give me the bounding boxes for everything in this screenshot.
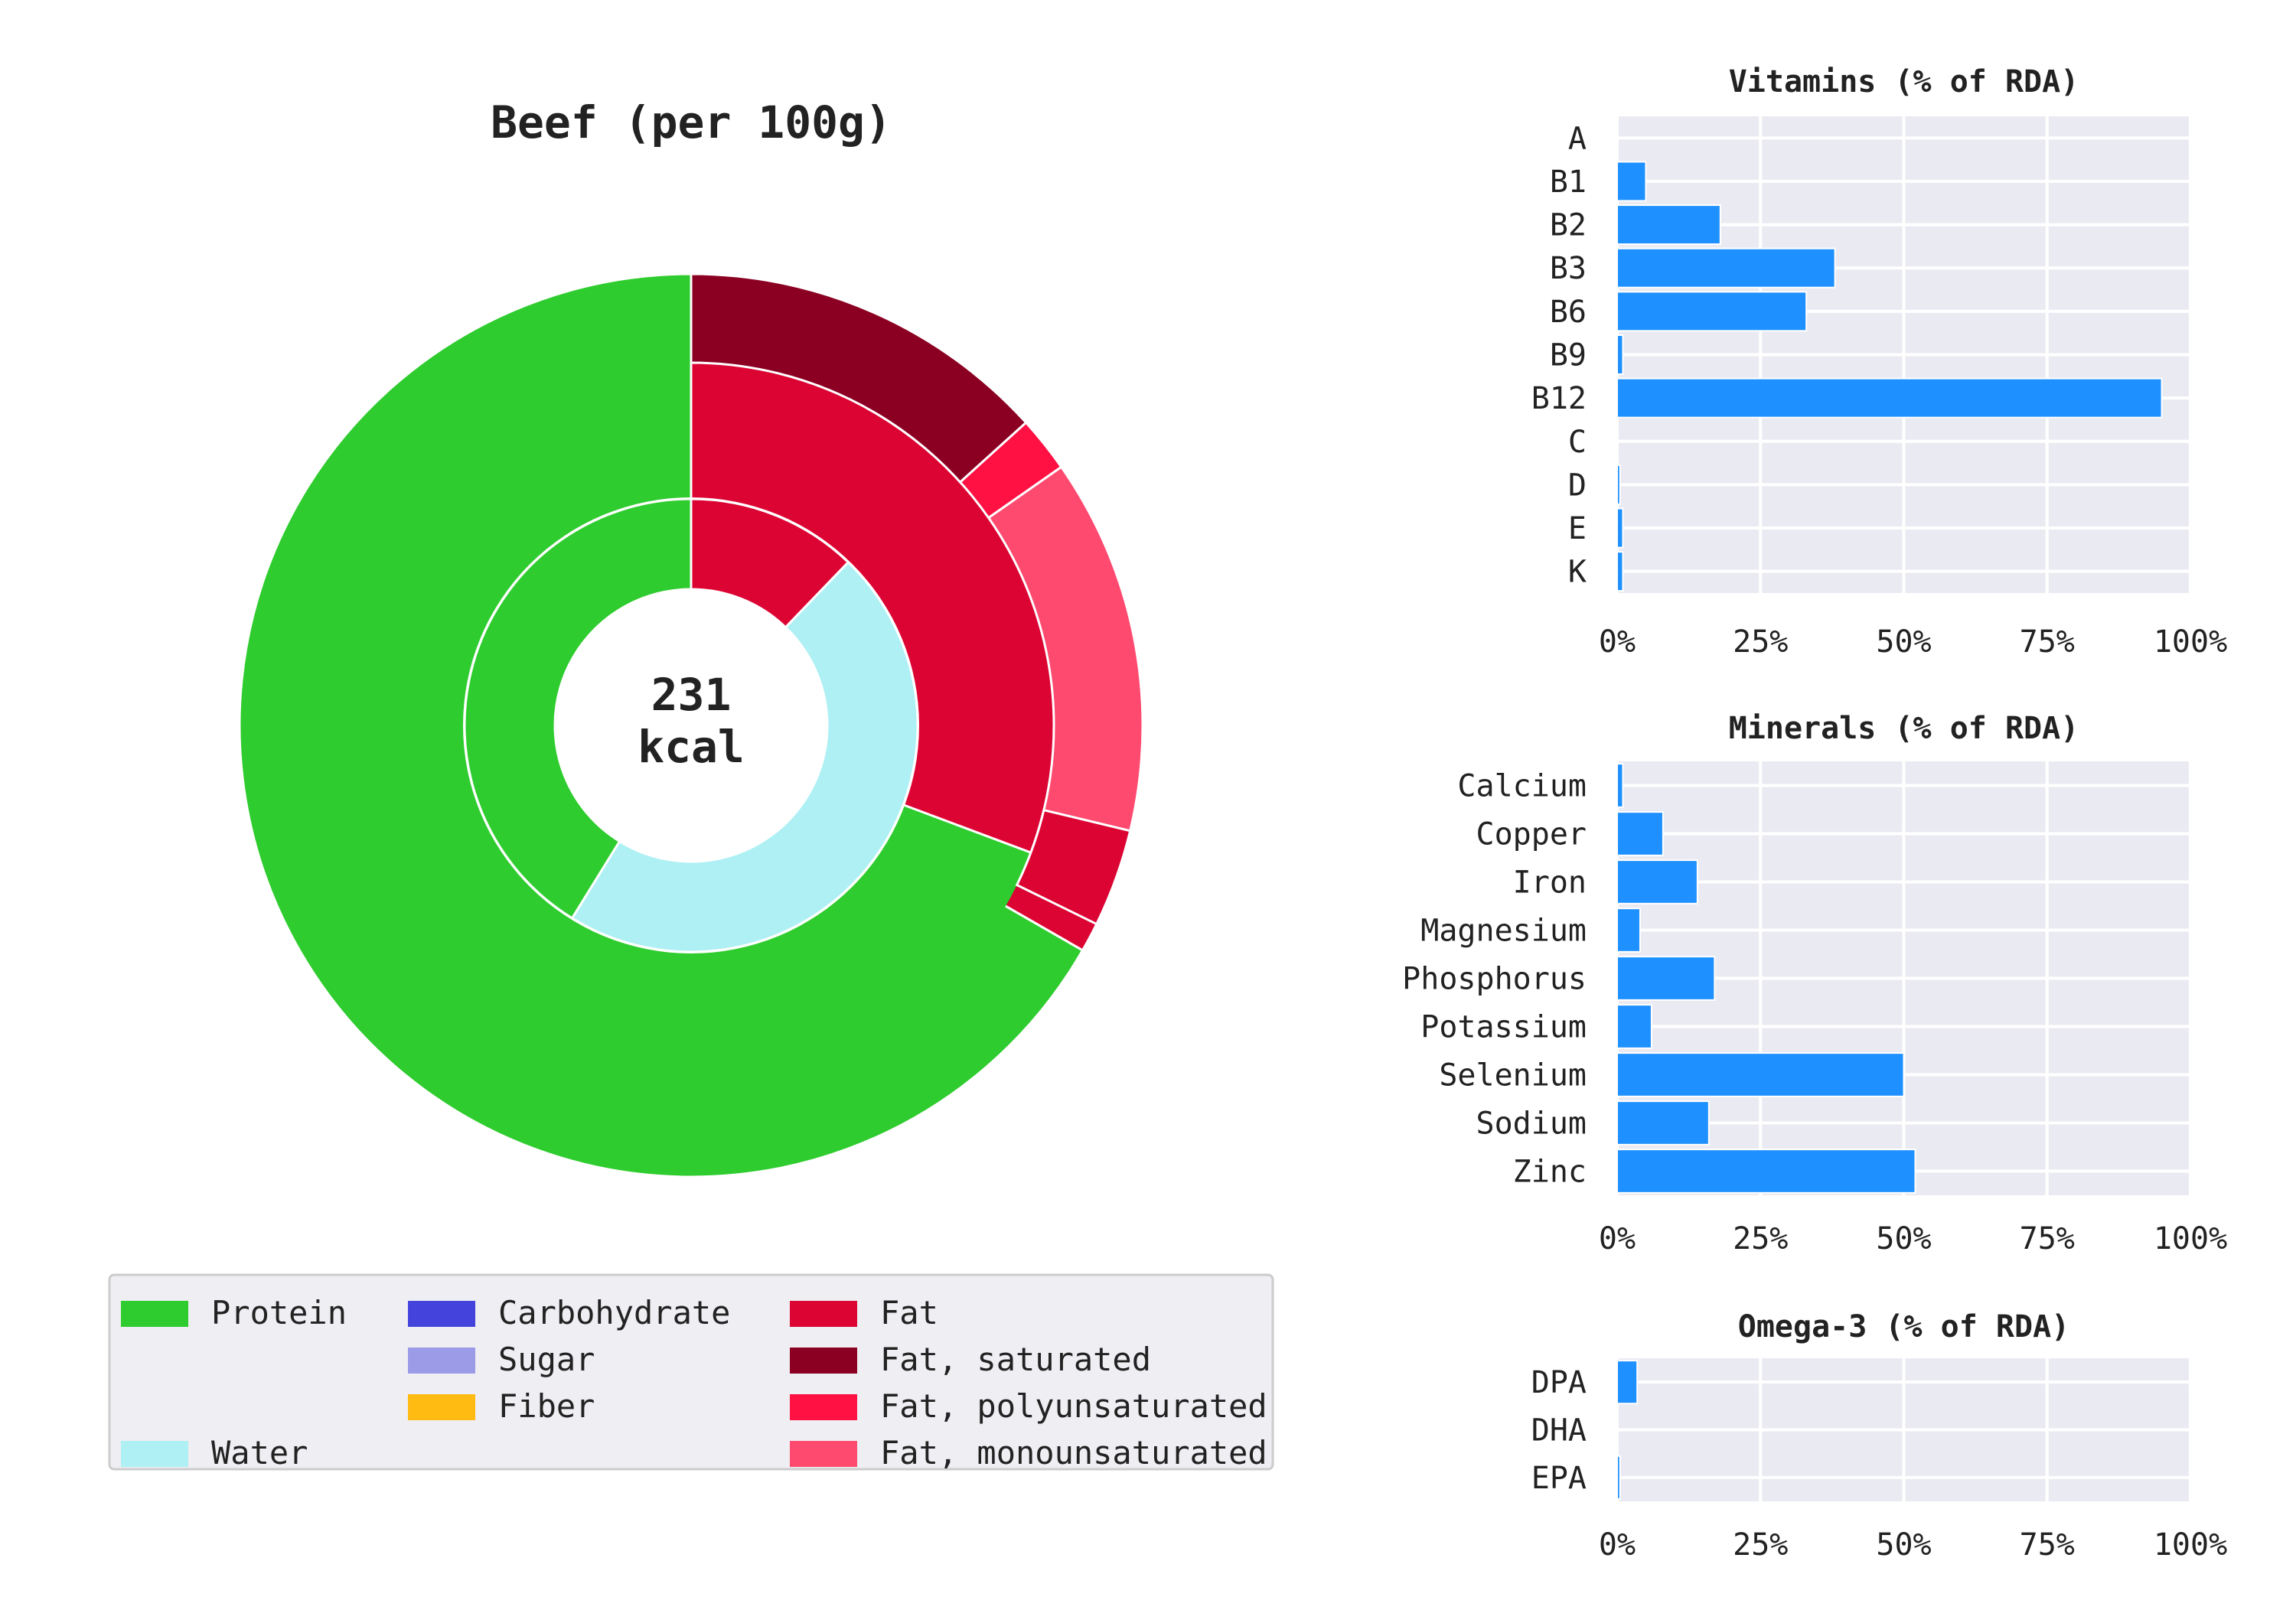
omega-3-category-label-epa: EPA (1531, 1461, 1587, 1496)
minerals-bar-zinc (1616, 1149, 1916, 1194)
omega-3-chart-title: Omega-3 (% of RDA) (1738, 1309, 2069, 1344)
legend-box (108, 1273, 1274, 1471)
minerals-category-label-selenium: Selenium (1439, 1058, 1587, 1093)
minerals-category-label-iron: Iron (1513, 865, 1587, 901)
vitamins-tick-label: 75% (2020, 624, 2075, 660)
minerals-category-label-copper: Copper (1476, 817, 1587, 852)
legend-label-fiber: Fiber (498, 1387, 595, 1425)
vitamins-category-label-b12: B12 (1531, 381, 1587, 416)
legend-label-fat-saturated: Fat, saturated (880, 1341, 1151, 1378)
minerals-category-label-zinc: Zinc (1513, 1155, 1587, 1190)
vitamins-bar-b9 (1616, 334, 1624, 375)
inner-slice-protein (463, 497, 693, 920)
legend-label-fat-polyunsaturated: Fat, polyunsaturated (880, 1387, 1267, 1425)
omega-3-category-label-dha: DHA (1531, 1413, 1587, 1449)
omega-3-bar-chart: Omega-3 (% of RDA) DPA DHA EPA 0% 25% 50% 75% 10… (1531, 1309, 2227, 1563)
omega-3-bar-epa (1616, 1455, 1621, 1500)
omega-3-bar-dpa (1616, 1360, 1639, 1405)
vitamins-tick-label: 100% (2154, 624, 2227, 660)
legend-label-fat-monounsaturated: Fat, monounsaturated (880, 1434, 1267, 1471)
legend-label-sugar: Sugar (498, 1341, 595, 1378)
minerals-category-label-potassium: Potassium (1420, 1010, 1587, 1045)
omega-3-tick-label: 75% (2020, 1527, 2075, 1563)
minerals-bar-phosphorus (1616, 956, 1716, 1001)
legend-label-carbohydrate: Carbohydrate (498, 1294, 730, 1331)
minerals-bar-iron (1616, 859, 1698, 904)
legend-swatch-fat (790, 1301, 857, 1327)
minerals-tick-label: 100% (2154, 1221, 2227, 1256)
vitamins-bar-b2 (1616, 204, 1721, 246)
minerals-bar-calcium (1616, 763, 1624, 808)
minerals-tick-label: 75% (2020, 1221, 2075, 1256)
minerals-bar-copper (1616, 811, 1664, 856)
legend-swatch-fat-polyunsaturated (790, 1394, 857, 1420)
minerals-tick-label: 50% (1876, 1221, 1931, 1256)
vitamins-category-label-b6: B6 (1550, 295, 1587, 330)
donut-legend: Protein Water Carbohydrate Sugar Fiber Fat Fat… (108, 1273, 1274, 1471)
vitamins-bar-b1 (1616, 161, 1647, 202)
vitamins-bar-b12 (1616, 377, 2163, 419)
vitamins-bar-b6 (1616, 291, 1808, 332)
omega-3-tick-label: 50% (1876, 1527, 1931, 1563)
legend-swatch-fat-saturated (790, 1348, 857, 1374)
omega-3-category-label-dpa: DPA (1531, 1365, 1587, 1400)
minerals-bar-potassium (1616, 1004, 1652, 1049)
legend-swatch-fiber (408, 1394, 475, 1420)
omega-3-tick-label: 25% (1733, 1527, 1788, 1563)
vitamins-category-label-c: C (1568, 425, 1587, 460)
inner-slice-water (570, 560, 919, 953)
vitamins-category-label-b2: B2 (1550, 208, 1587, 243)
donut-chart: Beef (per 100g) 231 kcal (238, 96, 1144, 1178)
vitamins-category-label-b9: B9 (1550, 338, 1587, 373)
minerals-tick-label: 25% (1733, 1221, 1788, 1256)
vitamins-category-label-a: A (1568, 121, 1587, 156)
minerals-category-label-phosphorus: Phosphorus (1402, 962, 1587, 997)
omega-3-tick-label: 100% (2154, 1527, 2227, 1563)
legend-swatch-protein (121, 1301, 188, 1327)
vitamins-category-label-b1: B1 (1550, 165, 1587, 200)
legend-swatch-water (121, 1441, 188, 1467)
legend-label-protein: Protein (211, 1294, 347, 1331)
outer-slice-fat-edge (1015, 808, 1132, 926)
minerals-category-label-magnesium: Magnesium (1420, 914, 1587, 949)
minerals-bar-selenium (1616, 1052, 1905, 1097)
vitamins-category-label-e: E (1568, 511, 1587, 546)
vitamins-bar-b3 (1616, 247, 1836, 288)
legend-swatch-sugar (408, 1348, 475, 1374)
omega-3-tick-label: 0% (1599, 1527, 1636, 1563)
vitamins-bar-k (1616, 551, 1624, 592)
legend-items: Protein Water Carbohydrate Sugar Fiber Fat Fat… (121, 1294, 1267, 1471)
minerals-category-label-calcium: Calcium (1457, 769, 1587, 804)
minerals-chart-title: Minerals (% of RDA) (1729, 711, 2079, 746)
vitamins-tick-label: 0% (1599, 624, 1636, 660)
minerals-category-label-sodium: Sodium (1476, 1106, 1587, 1142)
vitamins-category-label-k: K (1568, 555, 1587, 590)
vitamins-category-label-d: D (1568, 468, 1587, 503)
donut-title: Beef (per 100g) (491, 96, 892, 148)
vitamins-tick-label: 50% (1876, 624, 1931, 660)
minerals-bar-chart: Minerals (% of RDA) Calcium Copper Iron Magn… (1402, 711, 2227, 1256)
vitamins-bar-e (1616, 507, 1624, 549)
minerals-bar-magnesium (1616, 908, 1641, 953)
minerals-tick-label: 0% (1599, 1221, 1636, 1256)
legend-label-water: Water (211, 1434, 308, 1471)
vitamins-category-label-b3: B3 (1550, 251, 1587, 286)
legend-swatch-carbohydrate (408, 1301, 475, 1327)
donut-center-unit: kcal (638, 721, 745, 773)
donut-inner-ring (463, 497, 919, 953)
legend-label-fat: Fat (880, 1294, 938, 1331)
vitamins-chart-title: Vitamins (% of RDA) (1729, 64, 2079, 99)
vitamins-tick-label: 25% (1733, 624, 1788, 660)
minerals-bar-sodium (1616, 1100, 1710, 1146)
legend-swatch-fat-monounsaturated (790, 1441, 857, 1467)
vitamins-bar-d (1616, 464, 1621, 505)
donut-center-value: 231 (651, 669, 732, 721)
